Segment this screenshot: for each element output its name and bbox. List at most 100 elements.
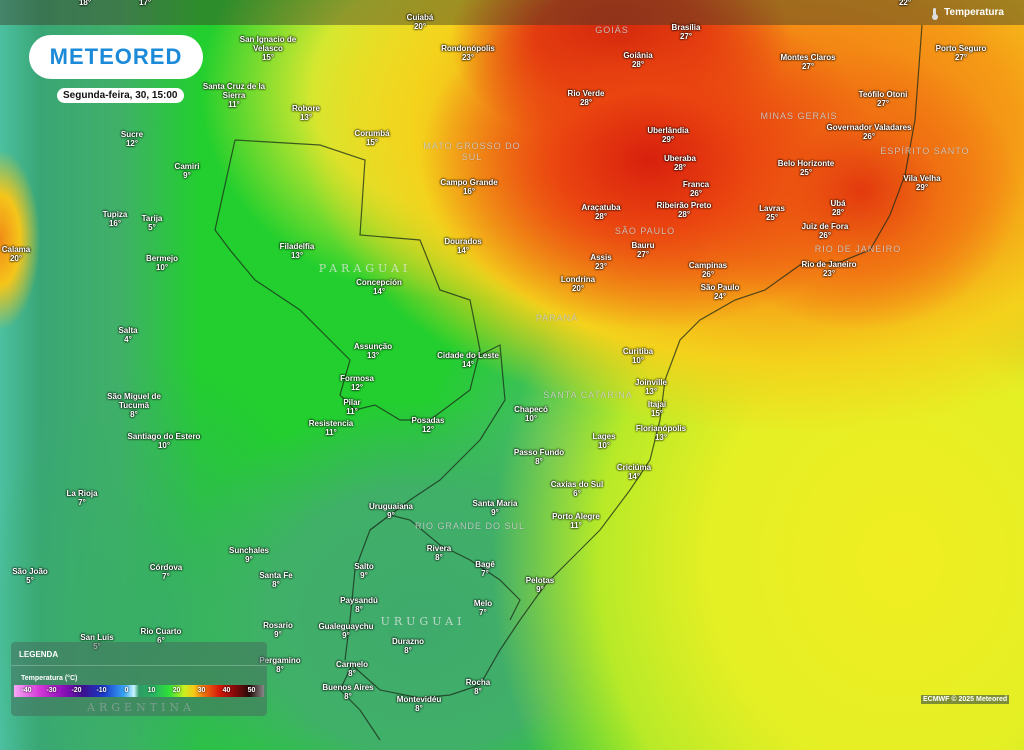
city-label[interactable]: Posadas 12°: [412, 416, 445, 434]
city-label[interactable]: São Paulo 24°: [701, 283, 740, 301]
city-label[interactable]: Pilar 11°: [343, 398, 360, 416]
city-label[interactable]: Salto 9°: [354, 562, 374, 580]
city-temperature: 13°: [299, 113, 313, 122]
city-label[interactable]: Joinville 13°: [635, 378, 667, 396]
city-label[interactable]: São Miguel de Tucumã 8°: [107, 392, 161, 419]
city-name: Belo Horizonte: [777, 159, 835, 168]
city-label[interactable]: Ribeirão Preto 28°: [657, 201, 712, 219]
city-label[interactable]: Florianópolis 13°: [636, 424, 686, 442]
city-label[interactable]: Itajaí 15°: [648, 400, 666, 418]
layer-selector[interactable]: Temperatura: [931, 7, 1004, 20]
city-label[interactable]: Bermejo 10°: [146, 254, 178, 272]
city-label[interactable]: Dourados 14°: [444, 237, 481, 255]
city-label[interactable]: Camiri 9°: [175, 162, 200, 180]
city-name: Itajaí: [647, 400, 667, 409]
city-label[interactable]: San Ignacio de Velasco 15°: [240, 35, 296, 62]
city-label[interactable]: Goiânia 28°: [623, 51, 652, 69]
city-label[interactable]: São João 5°: [12, 567, 48, 585]
forecast-datetime[interactable]: Segunda-feira, 30, 15:00: [57, 88, 184, 103]
city-label[interactable]: Passo Fundo 8°: [514, 448, 564, 466]
city-label[interactable]: Calama 20°: [2, 245, 30, 263]
city-label[interactable]: Rio Cuarto 6°: [141, 627, 182, 645]
city-label[interactable]: Rivera 8°: [427, 544, 451, 562]
city-label[interactable]: Pelotas 9°: [526, 576, 554, 594]
city-label[interactable]: Juiz de Fora 26°: [802, 222, 849, 240]
city-name: Governador Valadares: [826, 123, 912, 132]
city-label[interactable]: Porto Alegre 11°: [552, 512, 600, 530]
city-label[interactable]: Tarija 5°: [142, 214, 163, 232]
city-label[interactable]: Sunchales 9°: [229, 546, 269, 564]
city-label[interactable]: Córdova 7°: [150, 563, 182, 581]
city-label[interactable]: Melo 7°: [474, 599, 492, 617]
city-label[interactable]: Brasília 27°: [672, 23, 701, 41]
city-label[interactable]: Araçatuba 28°: [581, 203, 620, 221]
city-label[interactable]: Montes Claros 27°: [780, 53, 835, 71]
city-label[interactable]: La Rioja 7°: [66, 489, 97, 507]
city-label[interactable]: Santa Fe 8°: [259, 571, 292, 589]
city-label[interactable]: Cuiabá 20°: [407, 13, 434, 31]
city-label[interactable]: Rondonópolis 23°: [441, 44, 495, 62]
meteored-logo[interactable]: METEORED: [29, 35, 203, 79]
city-label[interactable]: Chapecó 10°: [514, 405, 548, 423]
city-label[interactable]: Assunção 13°: [354, 342, 392, 360]
city-temperature: 12°: [350, 383, 364, 392]
city-label[interactable]: Rio de Janeiro 23°: [801, 260, 856, 278]
city-label[interactable]: Campo Grande 16°: [440, 178, 497, 196]
city-label[interactable]: Santa Cruz de la Sierra 11°: [203, 82, 265, 109]
city-label[interactable]: Robore 13°: [292, 104, 320, 122]
city-label[interactable]: Lavras 25°: [759, 204, 785, 222]
city-label[interactable]: Rosario 9°: [263, 621, 293, 639]
city-label[interactable]: Pergamino 8°: [259, 656, 300, 674]
city-label[interactable]: Sucre 12°: [121, 130, 143, 148]
city-label[interactable]: Caxias do Sul 6°: [551, 480, 603, 498]
city-temperature: 28°: [673, 163, 687, 172]
city-label[interactable]: Lages 10°: [592, 432, 615, 450]
city-label[interactable]: Bagê 7°: [475, 560, 495, 578]
city-label[interactable]: Uberlândia 29°: [647, 126, 688, 144]
city-label[interactable]: Montevidéu 8°: [397, 695, 441, 713]
city-label[interactable]: Gualeguaychu 9°: [318, 622, 373, 640]
city-label[interactable]: Bauru 27°: [631, 241, 654, 259]
city-label[interactable]: Criciúma 14°: [617, 463, 651, 481]
city-label[interactable]: Uberaba 28°: [664, 154, 696, 172]
city-label[interactable]: Buenos Aires 8°: [322, 683, 373, 701]
city-name: São Miguel de Tucumã: [107, 392, 161, 410]
city-label[interactable]: 18°: [79, 0, 91, 7]
city-label[interactable]: Rocha 8°: [466, 678, 490, 696]
city-label[interactable]: Assis 23°: [590, 253, 611, 271]
city-label[interactable]: Rio Verde 28°: [568, 89, 605, 107]
city-label[interactable]: Uruguaiana 9°: [369, 502, 413, 520]
city-label[interactable]: Santiago do Estero 10°: [128, 432, 201, 450]
city-label[interactable]: Resistencia 11°: [309, 419, 353, 437]
city-label[interactable]: Concepción 14°: [356, 278, 402, 296]
city-temperature: 25°: [799, 168, 813, 177]
city-temperature: 9°: [360, 571, 368, 580]
legend-divider: [11, 665, 267, 666]
city-label[interactable]: Filadelfia 13°: [280, 242, 315, 260]
city-label[interactable]: Belo Horizonte 25°: [778, 159, 834, 177]
city-label[interactable]: Durazno 8°: [392, 637, 424, 655]
city-label[interactable]: Carmelo 8°: [336, 660, 368, 678]
city-label[interactable]: Governador Valadares 26°: [827, 123, 912, 141]
city-label[interactable]: Ubá 28°: [830, 199, 845, 217]
city-temperature: 5°: [148, 223, 156, 232]
city-label[interactable]: Teófilo Otoni 27°: [859, 90, 908, 108]
city-label[interactable]: Vila Velha 29°: [903, 174, 940, 192]
city-temperature: 13°: [290, 251, 304, 260]
city-label[interactable]: Cidade do Leste 14°: [437, 351, 499, 369]
city-label[interactable]: Londrina 20°: [561, 275, 595, 293]
city-temperature: 27°: [876, 99, 890, 108]
city-label[interactable]: Corumbá 15°: [354, 129, 389, 147]
city-label[interactable]: 17°: [139, 0, 151, 7]
city-label[interactable]: Formosa 12°: [340, 374, 374, 392]
city-label[interactable]: Porto Seguro 27°: [936, 44, 987, 62]
city-label[interactable]: Salta 4°: [118, 326, 137, 344]
city-label[interactable]: Curitiba 10°: [623, 347, 653, 365]
city-label[interactable]: Campinas 26°: [689, 261, 727, 279]
city-label[interactable]: Paysandú 8°: [340, 596, 378, 614]
city-label[interactable]: Franca 26°: [683, 180, 709, 198]
city-label[interactable]: Tupiza 16°: [103, 210, 128, 228]
city-label[interactable]: Santa Maria 9°: [473, 499, 518, 517]
city-label[interactable]: 22°: [899, 0, 911, 7]
